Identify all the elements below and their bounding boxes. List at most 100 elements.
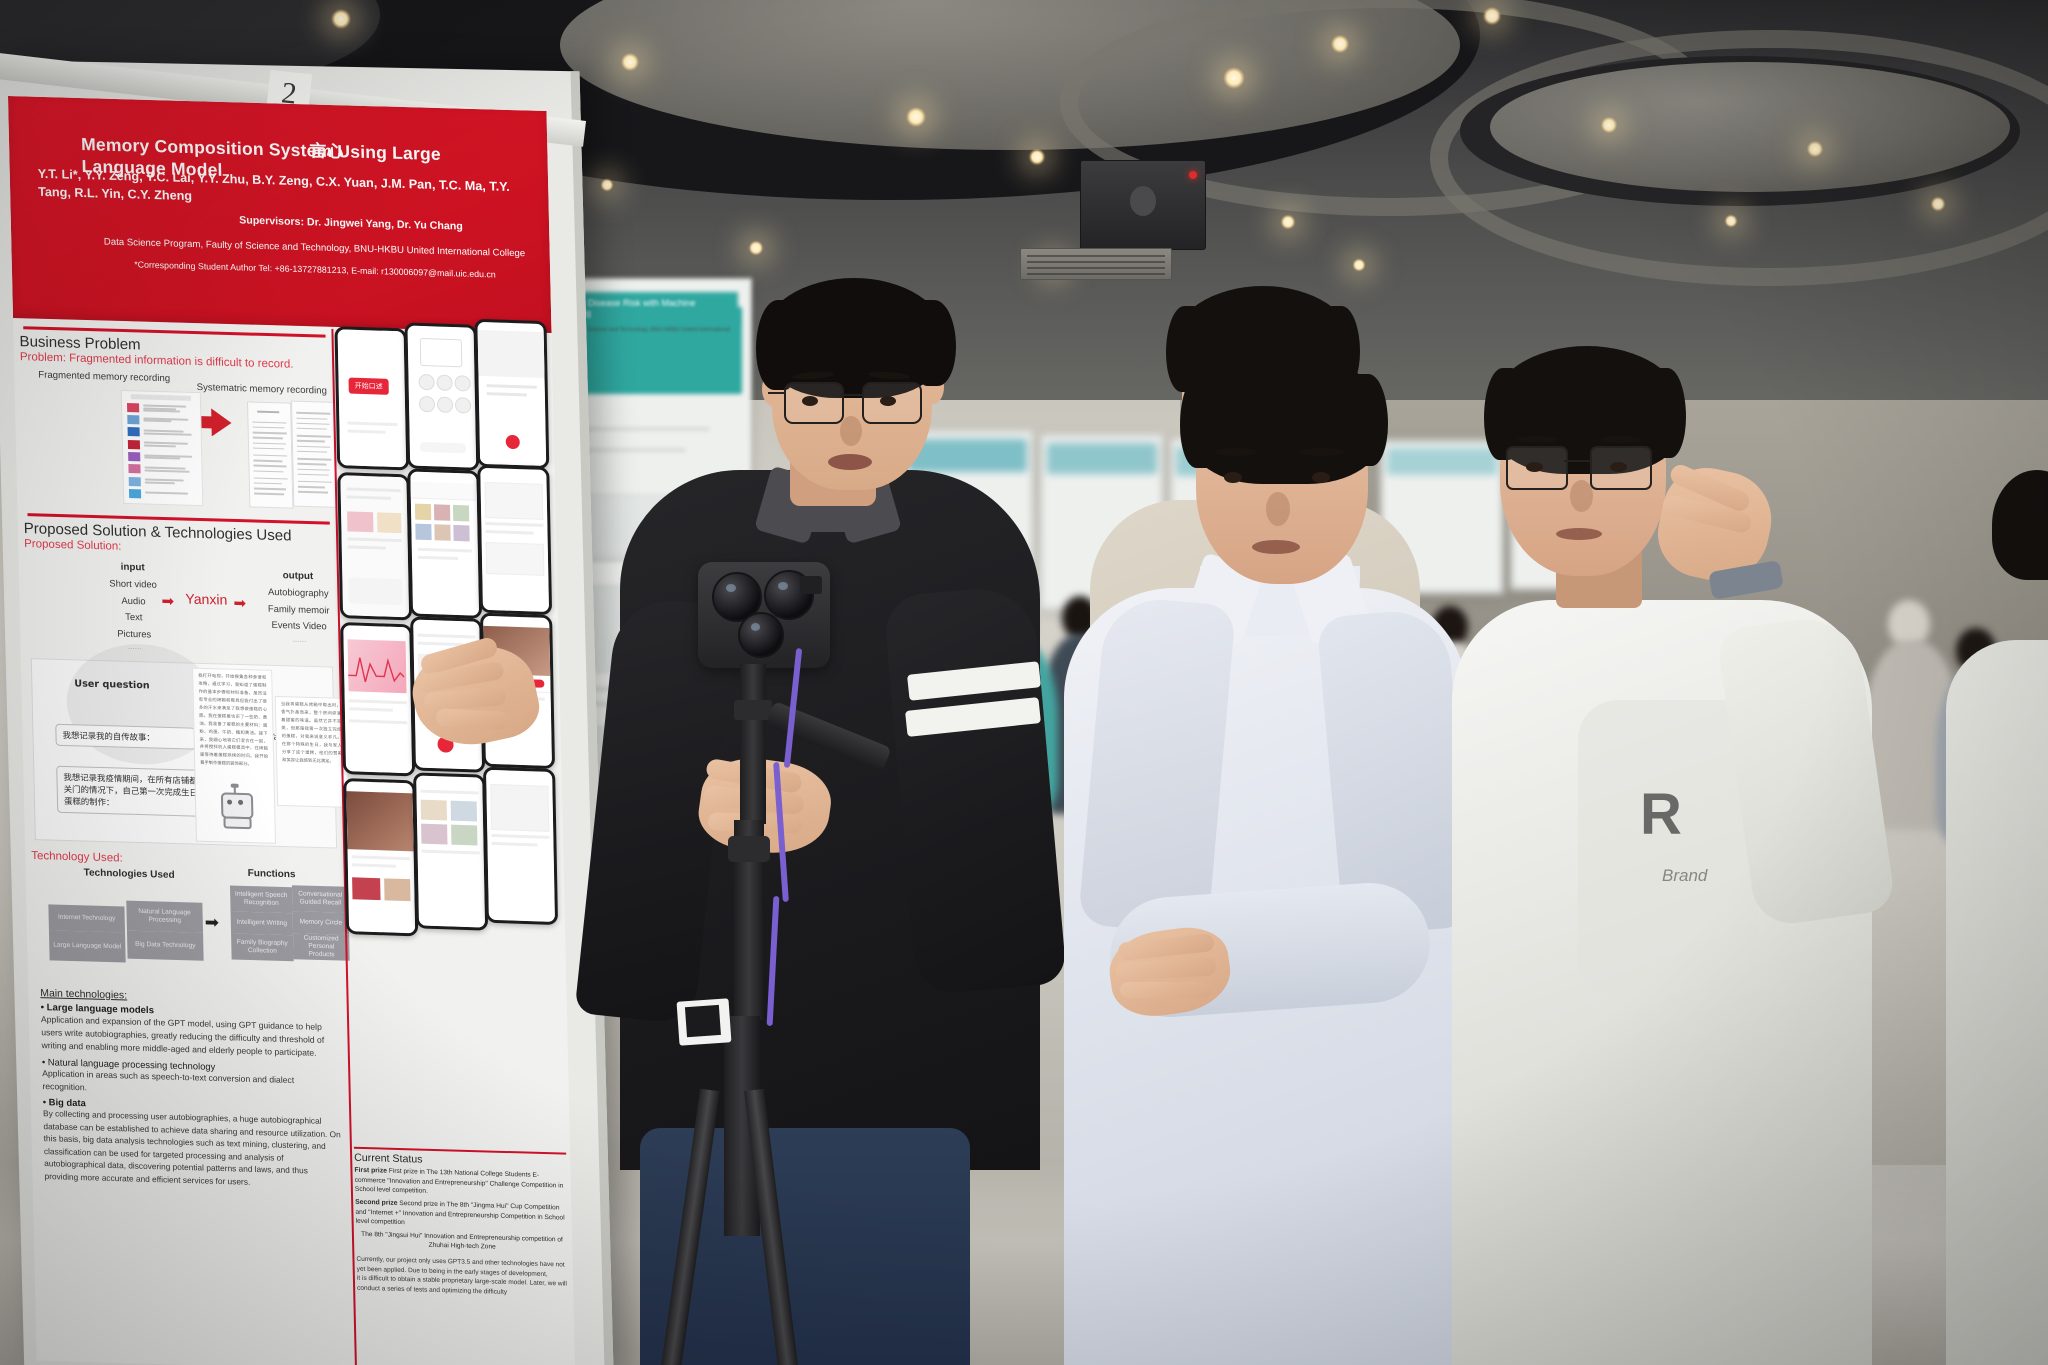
- ceiling-air-vent: [1020, 248, 1172, 280]
- presenter-glasses-bridge: [840, 394, 862, 397]
- phone-mockup: [340, 622, 416, 777]
- tech-box: Natural Language Processing: [126, 900, 204, 933]
- audience3-hair-side: [1652, 368, 1686, 458]
- downlight: [620, 52, 640, 72]
- audience2-eye: [1224, 472, 1242, 483]
- phone-mockup: [477, 464, 553, 616]
- phone-mockup: [407, 468, 483, 619]
- audience2-hair: [1186, 352, 1384, 484]
- flow-arrow-icon: ➡: [233, 594, 247, 613]
- function-box: Conversational Guided Recall: [291, 885, 349, 913]
- audience2-eyebrow: [1300, 448, 1344, 456]
- camera-lens: [738, 612, 784, 658]
- audience3-eyebrow: [1600, 436, 1642, 443]
- poster-header: Memory Composition System Using Large La…: [8, 96, 552, 333]
- audience3-eyebrow: [1516, 436, 1558, 443]
- audience2-hair-side: [1352, 374, 1388, 466]
- function-box: Intelligent Writing: [230, 911, 294, 936]
- audience2-nose: [1266, 492, 1290, 526]
- presenter-glasses-temple: [768, 392, 786, 395]
- downlight: [1724, 214, 1738, 228]
- downlight: [1028, 148, 1046, 166]
- tech-box: Large Language Model: [48, 930, 126, 963]
- user-question-bubble-2: 我想记录我疫情期间，在所有店铺都关门的情况下，自己第一次完成生日蛋糕的制作：: [56, 765, 208, 817]
- shirt-graphic-text: Brand: [1662, 866, 1708, 885]
- audience2-eyebrow: [1214, 448, 1258, 456]
- downlight: [1930, 196, 1946, 212]
- presenter-hair-side-left: [756, 300, 796, 390]
- record-button[interactable]: 开始口述: [348, 377, 389, 395]
- downlight: [1806, 140, 1824, 158]
- shirt-graphic-letter: R: [1640, 782, 1682, 847]
- output-item: ……: [292, 635, 307, 644]
- audience3-mouth: [1556, 528, 1602, 540]
- presenter-eye-right: [880, 396, 896, 406]
- poster-supervisors: Supervisors: Dr. Jingwei Yang, Dr. Yu Ch…: [239, 214, 463, 233]
- red-arrow-shaft: [201, 416, 216, 429]
- downlight: [748, 240, 764, 256]
- phone-mockup: [413, 772, 489, 931]
- tripod-column-upper: [740, 664, 766, 824]
- robot-icon: [213, 783, 258, 830]
- functions-column-title: Functions: [247, 868, 296, 881]
- ceiling-speaker: [1080, 160, 1206, 250]
- project-logo-text: 言心: [309, 141, 344, 163]
- audience2-mouth: [1252, 540, 1300, 554]
- audience2-eye: [1312, 472, 1330, 483]
- downlight: [1352, 258, 1366, 272]
- poster-left-column: Business Problem Problem: Fragmented inf…: [13, 320, 355, 1191]
- phone-mockup: [482, 766, 559, 926]
- black-arrow-icon: ➡: [204, 912, 220, 933]
- white-top-shading: [1578, 700, 1758, 1000]
- presenter-mouth: [828, 454, 872, 470]
- dialogue-example-box: User question Yanxin reply 我想记录我的自传故事： 我…: [30, 642, 350, 849]
- downlight: [1330, 34, 1350, 54]
- tripod-label-tag: [676, 998, 732, 1046]
- audience4-top: [1946, 640, 2048, 1365]
- phone-mockup: [474, 318, 550, 470]
- memoir-page-right: [290, 400, 338, 508]
- downlight: [1280, 214, 1296, 230]
- technologies-column-title: Technologies Used: [83, 867, 175, 881]
- phone-mockup: [343, 778, 419, 937]
- audience2-finger: [1120, 982, 1212, 998]
- presenter-eye-left: [802, 396, 818, 406]
- audience3-nose: [1570, 480, 1593, 512]
- audience3-eye: [1610, 462, 1627, 472]
- downlight: [1222, 66, 1246, 90]
- ceiling-panel-right: [1490, 62, 2010, 192]
- prototype-phone-mockups: 开始口述: [330, 300, 565, 1287]
- presenter-finger: [435, 708, 509, 730]
- audience3-hair-side: [1484, 368, 1518, 460]
- downlight: [1600, 116, 1618, 134]
- downlight: [600, 178, 614, 192]
- output-item: Family memoir: [267, 602, 330, 616]
- tripod-lock-knob[interactable]: [728, 836, 770, 862]
- function-box: Memory Circle: [292, 911, 350, 935]
- downlight: [905, 106, 927, 128]
- engine-label: Yanxin: [185, 590, 228, 608]
- main-tech-text: By collecting and processing user autobi…: [42, 1108, 341, 1187]
- function-box: Intelligent Speech Recognition: [229, 885, 293, 914]
- fragmented-feed-screenshot: [120, 389, 204, 507]
- user-question-bubble-1: 我想记录我的自传故事：: [55, 723, 196, 750]
- presenter-hair-side-right: [916, 300, 956, 386]
- main-tech-text: Application and expansion of the GPT mod…: [40, 1014, 325, 1058]
- tech-box: Big Data Technology: [126, 930, 204, 961]
- function-box: Family Biography Collection: [231, 933, 294, 962]
- audience3-glasses-bridge: [1564, 460, 1590, 463]
- phone-mockup: 开始口述: [334, 326, 410, 471]
- camera-button-panel[interactable]: [800, 576, 822, 594]
- flow-arrow-icon: ➡: [161, 592, 175, 611]
- phone-mockup: [404, 322, 480, 471]
- output-item: Autobiography: [267, 585, 329, 599]
- audience2-hair-side: [1180, 374, 1216, 468]
- systematic-caption: Systematric memory recording: [196, 382, 327, 397]
- presenter-nose: [840, 416, 862, 446]
- phone-mockup: [337, 472, 413, 621]
- tripod-knob[interactable]: [734, 700, 772, 720]
- audience3-eye: [1526, 462, 1543, 472]
- downlight: [1482, 6, 1502, 26]
- user-question-label: User question: [74, 678, 150, 692]
